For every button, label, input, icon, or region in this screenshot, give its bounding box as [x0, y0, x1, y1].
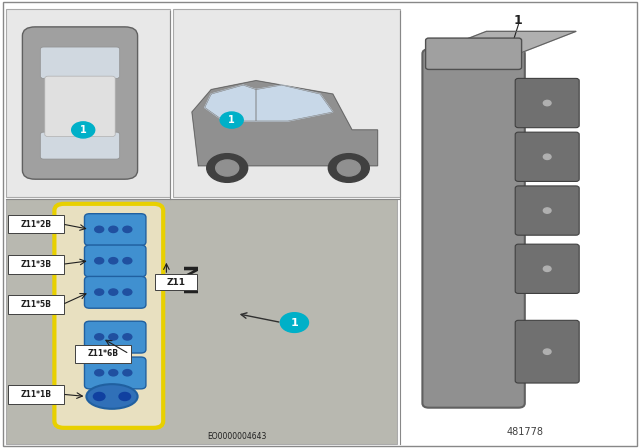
FancyBboxPatch shape	[40, 47, 120, 78]
Polygon shape	[518, 323, 576, 381]
Circle shape	[95, 334, 104, 340]
FancyBboxPatch shape	[84, 245, 146, 277]
Circle shape	[109, 370, 118, 376]
Text: 1: 1	[228, 115, 235, 125]
Text: 1: 1	[80, 125, 86, 135]
Circle shape	[207, 154, 248, 182]
Circle shape	[123, 334, 132, 340]
FancyBboxPatch shape	[6, 199, 397, 444]
FancyBboxPatch shape	[6, 9, 170, 197]
Circle shape	[93, 392, 105, 401]
FancyBboxPatch shape	[84, 214, 146, 246]
Polygon shape	[192, 81, 378, 166]
Circle shape	[123, 370, 132, 376]
FancyBboxPatch shape	[8, 295, 64, 314]
Polygon shape	[518, 81, 576, 125]
Polygon shape	[518, 134, 576, 179]
FancyBboxPatch shape	[173, 9, 400, 197]
FancyBboxPatch shape	[426, 38, 522, 69]
FancyBboxPatch shape	[515, 132, 579, 181]
Text: EO0000004643: EO0000004643	[207, 432, 266, 441]
Circle shape	[72, 122, 95, 138]
FancyBboxPatch shape	[8, 385, 64, 404]
Text: Z11: Z11	[166, 278, 186, 287]
FancyBboxPatch shape	[8, 255, 64, 274]
FancyBboxPatch shape	[515, 186, 579, 235]
Circle shape	[123, 258, 132, 264]
FancyBboxPatch shape	[84, 276, 146, 308]
Circle shape	[328, 154, 369, 182]
FancyBboxPatch shape	[515, 244, 579, 293]
FancyBboxPatch shape	[515, 78, 579, 128]
FancyBboxPatch shape	[8, 215, 64, 233]
FancyBboxPatch shape	[3, 2, 637, 446]
Circle shape	[109, 226, 118, 233]
Text: Z11*3B: Z11*3B	[20, 260, 51, 269]
Circle shape	[109, 289, 118, 295]
Text: Z11*6B: Z11*6B	[88, 349, 118, 358]
FancyBboxPatch shape	[406, 9, 634, 444]
Text: BN: BN	[182, 262, 202, 293]
Text: 481778: 481778	[506, 427, 543, 437]
FancyBboxPatch shape	[75, 345, 131, 363]
Circle shape	[95, 289, 104, 295]
FancyBboxPatch shape	[422, 49, 525, 408]
Circle shape	[95, 226, 104, 233]
FancyBboxPatch shape	[515, 320, 579, 383]
FancyBboxPatch shape	[84, 357, 146, 389]
Circle shape	[95, 258, 104, 264]
Polygon shape	[429, 31, 576, 54]
Ellipse shape	[86, 384, 138, 409]
Circle shape	[220, 112, 243, 128]
Text: Z11*1B: Z11*1B	[20, 390, 51, 399]
FancyBboxPatch shape	[155, 274, 197, 290]
FancyBboxPatch shape	[54, 204, 163, 428]
Circle shape	[337, 160, 360, 176]
Circle shape	[95, 370, 104, 376]
Text: 1: 1	[514, 13, 523, 27]
Polygon shape	[256, 85, 333, 121]
Circle shape	[543, 154, 551, 159]
Circle shape	[543, 208, 551, 213]
Circle shape	[543, 266, 551, 271]
FancyBboxPatch shape	[40, 132, 120, 159]
Polygon shape	[518, 188, 576, 233]
Polygon shape	[205, 85, 256, 121]
Circle shape	[216, 160, 239, 176]
Text: Z11*5B: Z11*5B	[20, 300, 51, 309]
Circle shape	[543, 100, 551, 106]
Circle shape	[109, 258, 118, 264]
FancyBboxPatch shape	[45, 76, 115, 137]
FancyBboxPatch shape	[84, 321, 146, 353]
Circle shape	[119, 392, 131, 401]
Text: 1: 1	[291, 318, 298, 327]
Text: Z11*2B: Z11*2B	[20, 220, 51, 228]
Circle shape	[123, 289, 132, 295]
FancyBboxPatch shape	[22, 27, 138, 179]
Circle shape	[280, 313, 308, 332]
Circle shape	[123, 226, 132, 233]
Polygon shape	[518, 246, 576, 291]
Circle shape	[109, 334, 118, 340]
Circle shape	[543, 349, 551, 354]
